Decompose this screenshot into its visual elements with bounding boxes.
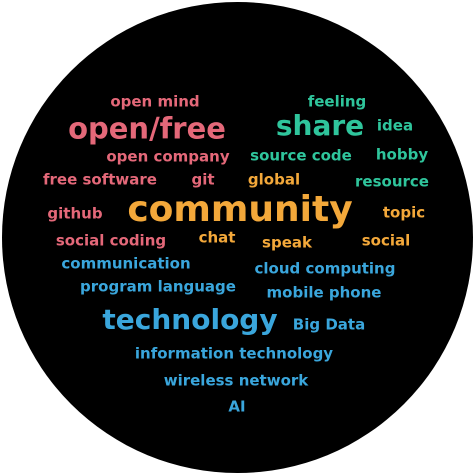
- word-resource: resource: [355, 172, 429, 191]
- word-wireless-network: wireless network: [163, 371, 309, 390]
- word-information-technology: information technology: [134, 344, 334, 363]
- word-open-free: open/free: [68, 111, 226, 146]
- word-big-data: Big Data: [292, 315, 366, 334]
- word-mobile-phone: mobile phone: [266, 283, 382, 302]
- word-social: social: [361, 231, 411, 250]
- word-ai: AI: [228, 397, 246, 416]
- word-topic: topic: [382, 203, 426, 222]
- word-open-mind: open mind: [110, 92, 200, 111]
- word-social-coding: social coding: [55, 231, 167, 250]
- word-free-software: free software: [43, 170, 157, 189]
- word-speak: speak: [262, 233, 312, 252]
- word-community: community: [127, 189, 353, 230]
- word-communication: communication: [61, 254, 191, 273]
- word-share: share: [275, 109, 365, 142]
- word-open-company: open company: [106, 147, 230, 166]
- word-feeling: feeling: [307, 92, 367, 111]
- word-cloud-computing: cloud computing: [254, 259, 396, 278]
- word-source-code: source code: [250, 146, 352, 165]
- word-hobby: hobby: [375, 145, 429, 164]
- word-git: git: [191, 170, 215, 189]
- word-program-language: program language: [80, 277, 236, 296]
- word-chat: chat: [198, 228, 236, 247]
- word-global: global: [247, 170, 301, 189]
- word-idea: idea: [376, 116, 414, 135]
- word-technology: technology: [102, 303, 278, 336]
- word-github: github: [47, 204, 103, 223]
